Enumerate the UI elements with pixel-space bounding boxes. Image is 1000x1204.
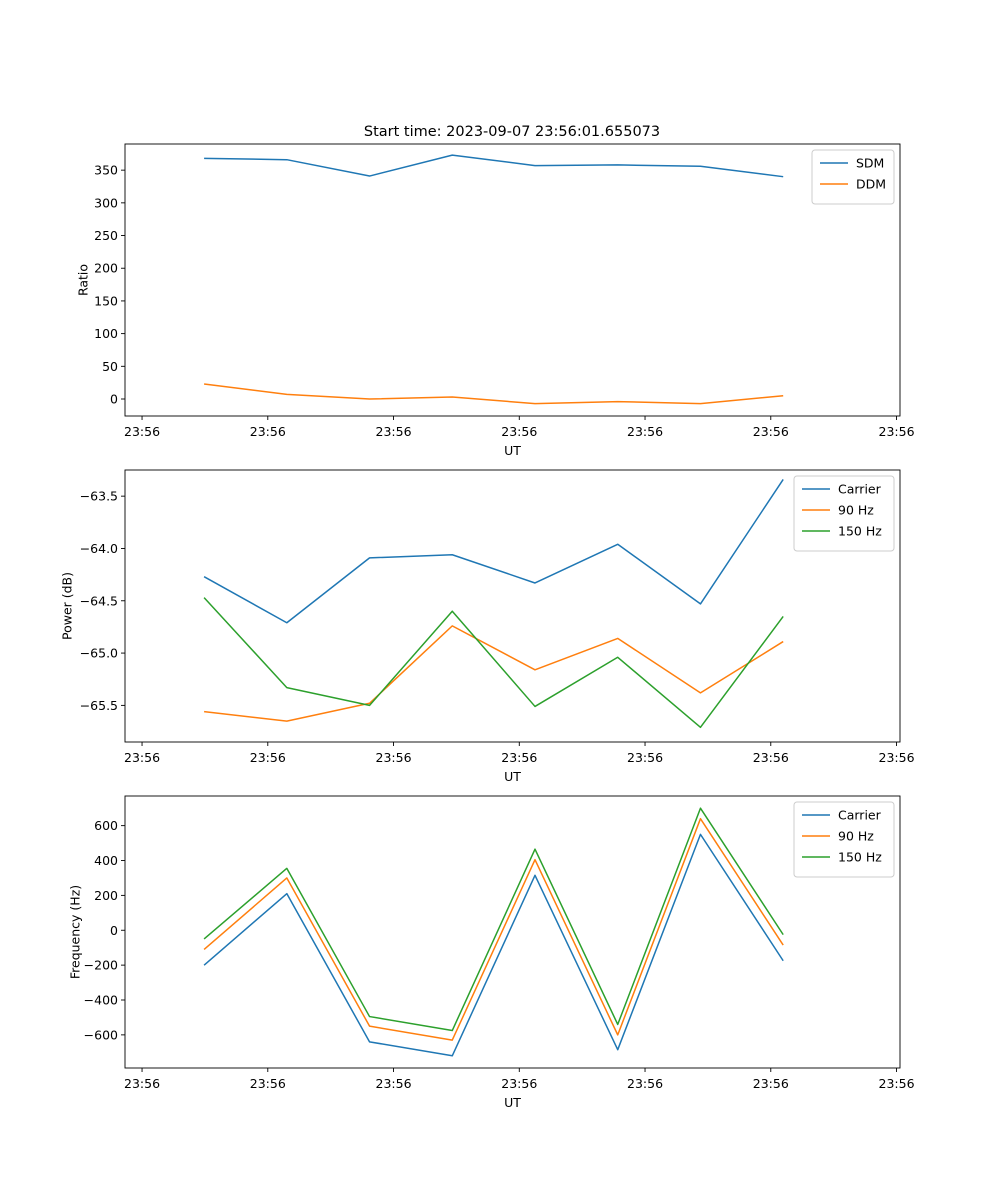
x-tick-label: 23:56 [501,1076,537,1091]
legend: Carrier 90 Hz 150 Hz [794,476,894,551]
x-tick-label: 23:56 [753,750,789,765]
x-tick-label: 23:56 [879,424,915,439]
y-axis-label: Ratio [75,264,90,296]
x-axis-label: UT [504,769,521,784]
y-tick-label: 200 [94,888,118,903]
y-tick-label: −64.5 [80,593,118,608]
x-tick-label: 23:56 [124,750,160,765]
x-tick-label: 23:56 [627,750,663,765]
y-axis-label: Power (dB) [60,572,75,640]
legend-label: Carrier [838,808,882,823]
x-tick-label: 23:56 [627,1076,663,1091]
legend-label: 150 Hz [838,850,882,865]
y-tick-label: 200 [94,261,118,276]
y-tick-label: −400 [84,993,118,1008]
legend-label: Carrier [838,482,882,497]
legend-label: 90 Hz [838,503,874,518]
x-tick-label: 23:56 [627,424,663,439]
y-tick-label: −600 [84,1027,118,1042]
x-tick-label: 23:56 [124,424,160,439]
x-tick-label: 23:56 [250,1076,286,1091]
y-tick-label: −65.5 [80,698,118,713]
y-tick-label: 250 [94,228,118,243]
x-tick-label: 23:56 [124,1076,160,1091]
x-tick-label: 23:56 [753,424,789,439]
y-tick-label: −64.0 [80,541,118,556]
legend-label: SDM [856,156,884,171]
y-tick-label: 600 [94,818,118,833]
y-tick-label: −200 [84,958,118,973]
y-tick-label: −63.5 [80,489,118,504]
x-axis-label: UT [504,443,521,458]
y-tick-label: 350 [94,163,118,178]
y-tick-label: 0 [110,392,118,407]
legend: SDM DDM [812,150,894,204]
legend-label: 150 Hz [838,524,882,539]
y-tick-label: 400 [94,853,118,868]
x-tick-label: 23:56 [879,1076,915,1091]
y-tick-label: 0 [110,923,118,938]
x-tick-label: 23:56 [501,424,537,439]
x-tick-label: 23:56 [250,424,286,439]
y-tick-label: 150 [94,293,118,308]
x-tick-label: 23:56 [376,750,412,765]
x-axis-label: UT [504,1095,521,1110]
y-tick-label: 300 [94,195,118,210]
y-axis-label: Frequency (Hz) [67,885,82,979]
x-tick-label: 23:56 [879,750,915,765]
legend-label: DDM [856,177,886,192]
x-tick-label: 23:56 [753,1076,789,1091]
x-tick-label: 23:56 [250,750,286,765]
legend-label: 90 Hz [838,829,874,844]
figure-title: Start time: 2023-09-07 23:56:01.655073 [364,124,660,140]
y-tick-label: −65.0 [80,646,118,661]
x-tick-label: 23:56 [376,1076,412,1091]
x-tick-label: 23:56 [501,750,537,765]
x-tick-label: 23:56 [376,424,412,439]
y-tick-label: 100 [94,326,118,341]
legend: Carrier 90 Hz 150 Hz [794,802,894,877]
y-tick-label: 50 [102,359,118,374]
